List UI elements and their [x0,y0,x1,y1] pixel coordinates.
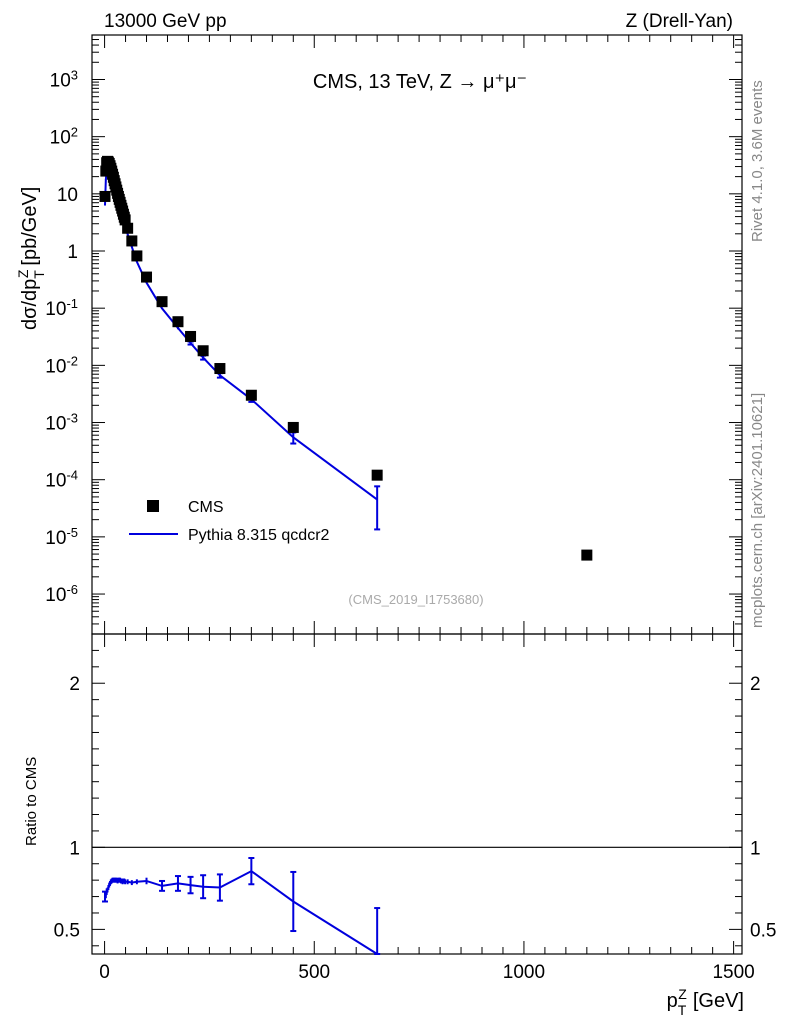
rivet-info: Rivet 4.1.0, 3.6M events [749,80,766,242]
x-tick-label: 500 [298,962,330,983]
ratio-frame [91,633,743,955]
y-tick-label: 1 [67,242,78,263]
header-left: 13000 GeV pp [104,11,227,32]
y-tick-label: 10 [57,185,78,206]
ratio-y-tick-label-left: 2 [69,674,80,695]
legend-label-cms: CMS [188,499,224,516]
main-title: CMS, 13 TeV, Z → μ⁺μ⁻ [313,71,527,93]
cms-point [287,421,299,433]
cms-point [371,469,383,481]
ratio-y-tick-label-right: 2 [750,674,761,695]
ratio-panel: 0.5 0.5 1 1 2 2 0 500 1000 1500 Ratio to CMS pTZ… [23,633,776,1018]
y-tick-label: 10-6 [45,582,78,607]
cms-point [214,363,226,375]
ratio-y-tick-label-right: 1 [750,838,761,859]
main-watermark: (CMS_2019_I1753680) [348,592,483,607]
cms-point [126,235,138,247]
cms-point [172,316,184,328]
main-x-ticks [104,35,735,634]
legend-marker-cms [147,500,159,512]
ratio-y-tick-label-left: 0.5 [54,920,80,941]
header-right: Z (Drell-Yan) [626,11,733,32]
ratio-y-tick-label-left: 1 [69,838,80,859]
x-tick-label: 1500 [712,962,754,983]
cms-point [131,250,143,262]
y-tick-label: 102 [50,124,78,149]
cms-point [119,214,131,226]
cms-point [185,330,197,342]
y-tick-label: 10-2 [45,353,78,378]
x-tick-label: 1000 [503,962,545,983]
y-tick-label: 10-5 [45,524,78,549]
y-tick-label: 10-4 [45,467,78,492]
ratio-y-label: Ratio to CMS [23,757,40,846]
mcplots-info: mcplots.cern.ch [arXiv:2401.10621] [749,393,766,628]
x-tick-label: 0 [99,962,110,983]
cms-point [122,222,134,234]
cms-point [197,345,209,357]
legend-label-pythia: Pythia 8.315 qcdcr2 [188,527,330,544]
legend: CMS Pythia 8.315 qcdcr2 [129,499,330,544]
ratio-x-label: pTZ [GeV] [667,986,744,1018]
y-tick-label: 10-1 [45,296,78,321]
ratio-series [102,857,381,955]
main-series [99,155,593,561]
main-panel: 1 10 102 103 10-6 10-5 10-4 10-3 10-2 10-1 CMS, 1… [15,34,743,635]
cms-point [156,296,168,308]
ratio-y-tick-label-right: 0.5 [750,920,776,941]
main-y-label: dσ/dpTZ[pb/GeV] [15,187,47,330]
pythia-line [104,167,378,501]
cms-point [581,549,593,561]
cms-point [141,271,153,283]
cms-point [245,389,257,401]
cms-point [99,190,111,202]
ratio-y-axis: 0.5 0.5 1 1 2 2 [54,649,776,947]
main-y-axis: 1 10 102 103 10-6 10-5 10-4 10-3 10-2 10-1 [45,34,742,635]
ratio-x-axis: 0 500 1000 1500 [99,634,755,983]
y-tick-label: 10-3 [45,410,78,435]
y-tick-label: 103 [50,67,78,92]
